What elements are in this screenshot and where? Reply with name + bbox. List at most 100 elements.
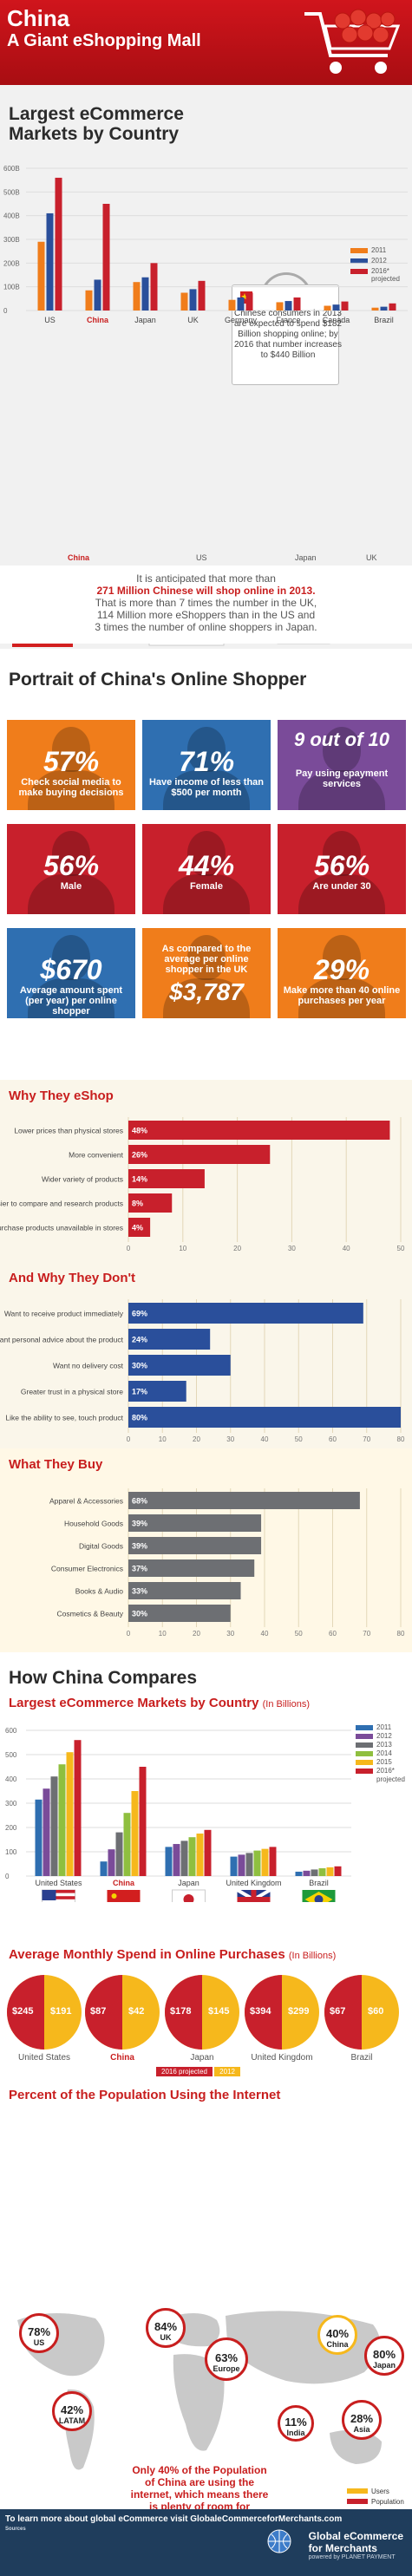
buy-bar-chart: 0 10 20 30 40 50 60 70 80 68% Apparel & Accessorie… — [49, 1488, 405, 1638]
bar-value-label: 24% — [132, 1336, 147, 1344]
bar-buy — [128, 1514, 262, 1532]
silhouette-shoulders — [298, 874, 385, 914]
spend-circle-half — [324, 1975, 362, 2050]
footer-cta[interactable]: To learn more about global eCommerce vis… — [5, 2514, 343, 2524]
bar-category-label: Easier to compare and research products — [0, 1200, 123, 1208]
bar-value-label: 8% — [132, 1200, 143, 1208]
globe-icon — [267, 2529, 291, 2553]
chart2-legend-item: 2016* — [356, 1767, 405, 1775]
bar-whynot — [128, 1329, 211, 1350]
spend-country-label: United Kingdom — [251, 2053, 313, 2063]
tile-stat: 29% — [313, 954, 370, 985]
spend-value-2012: $191 — [50, 2006, 72, 2017]
footer: To learn more about global eCommerce vis… — [0, 2509, 412, 2576]
x-tick-label: Canada — [323, 316, 350, 324]
bar-category-label: Like the ability to see, touch product — [5, 1414, 123, 1422]
bar-united-kingdom-2012 — [238, 1854, 245, 1876]
x-tick-label: Brazil — [374, 316, 394, 324]
bar-value-label: 39% — [132, 1542, 147, 1551]
pin-percent: 40% — [325, 2327, 350, 2340]
pin-region: US — [33, 2338, 45, 2347]
tile-label: Make more than 40 online purchases per y… — [283, 985, 401, 1006]
bar-japan-2013 — [180, 1840, 188, 1876]
spend-value-2016: $394 — [250, 2006, 271, 2017]
y-tick-label: 100 — [5, 1848, 17, 1856]
silhouette-shoulders — [163, 874, 250, 914]
bar-uk-2016 — [198, 280, 206, 311]
bar-category-label: Consumer Electronics — [51, 1565, 123, 1573]
y-tick-label: 300 — [5, 1800, 17, 1808]
bar-brazil-2012 — [303, 1870, 311, 1876]
x-tick-label: 30 — [226, 1630, 234, 1638]
spend-circle-half — [7, 1975, 44, 2050]
bar-china-2013 — [115, 1832, 123, 1876]
x-tick-label: 80 — [397, 1435, 405, 1443]
bar-canada-2012 — [332, 304, 340, 311]
x-tick-label: Brazil — [309, 1879, 329, 1887]
x-tick-label: United States — [35, 1879, 82, 1887]
bar-us-2011 — [37, 241, 45, 311]
spend-value-2016: $67 — [330, 2006, 346, 2017]
markets-callout-text: Chinese consumers in 2013 are expected t… — [234, 309, 342, 360]
bar-value-label: 80% — [132, 1414, 147, 1422]
spend-circle: $394 $299 — [245, 1975, 319, 2050]
silhouette-icon — [187, 935, 226, 980]
silhouette-icon — [187, 727, 226, 772]
bar-value-label: 69% — [132, 1310, 147, 1318]
tile-label: Check social media to make buying decisi… — [18, 777, 124, 798]
spend-circle-half — [165, 1975, 202, 2050]
portrait-tile: 56% Male — [7, 824, 135, 914]
pin-percent: 11% — [284, 2416, 307, 2429]
bar-value-label: 17% — [132, 1388, 147, 1396]
bar-value-label: 39% — [132, 1520, 147, 1528]
bag-label-japan: Japan — [295, 553, 317, 562]
bar-value-label: 30% — [132, 1362, 147, 1370]
flag-icon-united-states — [42, 1889, 75, 1902]
x-tick-label: 60 — [329, 1435, 337, 1443]
portrait-section: Portrait of China's Online Shopper 57% Ch… — [0, 659, 412, 1080]
pin-percent: 80% — [372, 2348, 396, 2361]
tile-stat: $3,787 — [169, 978, 244, 1005]
spend-value-2016: $87 — [90, 2006, 107, 2017]
x-tick-label: 70 — [363, 1435, 370, 1443]
footer-sources: Sources — [5, 2527, 248, 2533]
x-tick-label: 20 — [233, 1245, 241, 1252]
x-tick-label: 20 — [193, 1435, 200, 1443]
chart2-legend-item: projected — [376, 1775, 405, 1783]
bar-category-label: Household Goods — [64, 1520, 123, 1528]
spend-country-label: Brazil — [350, 2053, 373, 2063]
x-tick-label: 30 — [226, 1435, 234, 1443]
chart2-legend-item: 2014 — [356, 1749, 405, 1758]
x-tick-label: 70 — [363, 1630, 370, 1638]
x-tick-label: Germany — [225, 316, 258, 324]
x-tick-label: 0 — [127, 1245, 131, 1252]
silhouette-icon — [187, 831, 226, 876]
tile-stat: 71% — [178, 746, 235, 777]
portrait-tile: 57% Check social media to make buying dec… — [7, 720, 135, 810]
bar-brazil-2011 — [371, 307, 379, 311]
bar-uk-2012 — [189, 289, 197, 311]
tile-stat: $670 — [40, 954, 102, 985]
silhouette-icon — [323, 727, 361, 772]
tile-stat: 9 out of 10 — [293, 729, 389, 750]
bar-buy — [128, 1559, 255, 1577]
bar-value-label: 33% — [132, 1587, 147, 1596]
bar-united-kingdom-2016 — [269, 1847, 277, 1876]
x-tick-label: 10 — [179, 1245, 186, 1252]
portrait-tile: 9 out of 10 Pay using epayment services — [278, 720, 406, 810]
silhouette-shoulders — [28, 770, 114, 810]
portrait-tile: 44% Female — [142, 824, 271, 914]
bar-germany-2011 — [228, 299, 236, 311]
bar-china-2012 — [108, 1849, 115, 1876]
spend-circle-half — [85, 1975, 122, 2050]
bar-brazil-2016 — [334, 1866, 342, 1876]
y-tick-label: 400 — [5, 1775, 17, 1783]
y-tick-label: 200 — [5, 1824, 17, 1832]
x-tick-label: 10 — [159, 1630, 167, 1638]
spend-value-2012: $299 — [288, 2006, 310, 2017]
bar-category-label: More convenient — [69, 1151, 123, 1160]
bar-category-label: Able to purchase products unavailable in… — [0, 1224, 123, 1232]
flag-icon-brazil — [302, 1890, 336, 1902]
bar-brazil-2013 — [311, 1869, 318, 1876]
silhouette-icon — [52, 935, 90, 980]
